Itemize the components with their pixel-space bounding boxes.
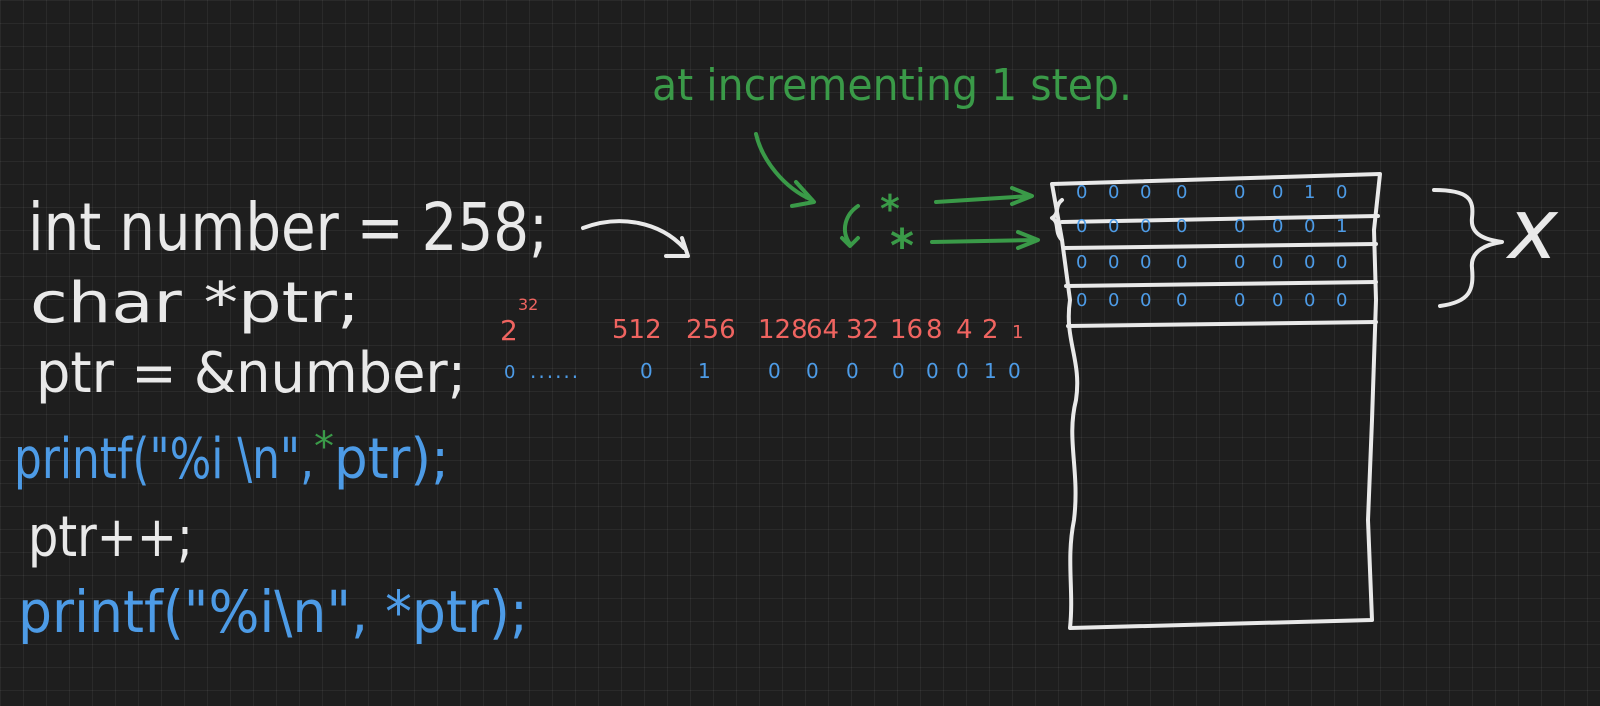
power-label: 512 xyxy=(612,315,662,345)
memory-bit: 0 xyxy=(1076,182,1087,203)
binary-bit: 0 xyxy=(768,359,781,383)
power-exponent: 32 xyxy=(518,295,538,314)
printf-1-prefix: printf("%i \n", xyxy=(14,427,314,492)
binary-bit: 0 xyxy=(956,359,969,383)
memory-bit: 0 xyxy=(1234,216,1245,237)
arrow-annotation-to-pointer xyxy=(754,132,816,208)
pointer-star-2: * xyxy=(890,219,914,273)
power-label: 32 xyxy=(846,315,879,345)
memory-bit: 0 xyxy=(1234,290,1245,311)
memory-outline xyxy=(1050,172,1382,630)
power-label: 256 xyxy=(686,315,736,345)
memory-bit: 0 xyxy=(1272,252,1283,273)
memory-bit: 0 xyxy=(1076,290,1087,311)
memory-bit: 0 xyxy=(1076,216,1087,237)
deref-star: * xyxy=(314,424,334,470)
pointer-arrow-1 xyxy=(934,194,1032,204)
memory-bit: 0 xyxy=(1336,182,1347,203)
memory-bit: 0 xyxy=(1304,252,1315,273)
code-line-ptr-increment: ptr++; xyxy=(28,505,193,570)
memory-bit: 0 xyxy=(1272,182,1283,203)
memory-bit: 1 xyxy=(1304,182,1315,203)
memory-bit: 0 xyxy=(1140,216,1151,237)
memory-bit: 0 xyxy=(1272,216,1283,237)
memory-bit: 0 xyxy=(1336,252,1347,273)
power-label: 2 xyxy=(982,315,999,345)
binary-bit: 0 xyxy=(846,359,859,383)
memory-bit: 0 xyxy=(1272,290,1283,311)
binary-leading-zero: 0 xyxy=(504,362,515,383)
binary-bit: 0 xyxy=(926,359,939,383)
memory-bit: 0 xyxy=(1108,182,1119,203)
memory-bit: 0 xyxy=(1176,182,1187,203)
pointer-indicator: * * xyxy=(840,186,1040,273)
code-line-printf-1: printf("%i \n",*ptr); xyxy=(14,424,449,492)
pointer-arrow-2 xyxy=(930,238,1038,244)
power-label: 64 xyxy=(806,315,839,345)
memory-bit: 0 xyxy=(1176,216,1187,237)
memory-bit-cells: 0 0 0 0 0 0 1 00 0 0 0 0 0 0 10 0 0 0 0 0 0 00 0 0 0 0 0 0 0 xyxy=(1076,182,1347,311)
memory-bit: 0 xyxy=(1304,216,1315,237)
power-base: 2 xyxy=(500,314,518,347)
code-line-ptr-assign: ptr = &number; xyxy=(36,341,466,406)
brace-label-x: x xyxy=(1505,180,1559,278)
binary-ellipsis: ...... xyxy=(530,359,580,383)
annotation-incrementing: at incrementing 1 step. xyxy=(652,60,1132,111)
memory-bit: 0 xyxy=(1140,290,1151,311)
binary-bit: 0 xyxy=(640,359,653,383)
binary-bit: 1 xyxy=(698,359,711,383)
memory-bit: 0 xyxy=(1140,252,1151,273)
memory-bit: 0 xyxy=(1108,290,1119,311)
power-label: 1 xyxy=(1012,322,1023,343)
binary-bit: 0 xyxy=(806,359,819,383)
code-line-printf-2: printf("%i\n", *ptr); xyxy=(18,578,528,646)
code-block: int number = 258; char *ptr; ptr = &numb… xyxy=(14,189,548,646)
memory-bit: 0 xyxy=(1304,290,1315,311)
memory-bit: 0 xyxy=(1336,290,1347,311)
printf-1-suffix: ptr); xyxy=(334,427,449,492)
brace-group: x xyxy=(1432,180,1559,308)
memory-bit: 0 xyxy=(1176,290,1187,311)
power-label: 8 xyxy=(926,315,943,345)
memory-bit: 0 xyxy=(1234,252,1245,273)
memory-bit: 0 xyxy=(1176,252,1187,273)
memory-block xyxy=(1050,172,1382,630)
power-label: 128 xyxy=(758,315,808,345)
power-label: 4 xyxy=(956,315,973,345)
arrow-to-binary xyxy=(581,219,690,258)
memory-bit: 1 xyxy=(1336,216,1347,237)
memory-bit: 0 xyxy=(1234,182,1245,203)
memory-bit: 0 xyxy=(1076,252,1087,273)
power-label: 16 xyxy=(890,315,923,345)
binary-bit: 1 xyxy=(984,359,997,383)
memory-bit: 0 xyxy=(1140,182,1151,203)
binary-bit: 0 xyxy=(1008,359,1021,383)
memory-bit: 0 xyxy=(1108,252,1119,273)
memory-bit: 0 xyxy=(1108,216,1119,237)
pointer-star-1: * xyxy=(880,187,900,231)
code-line-char-ptr: char *ptr; xyxy=(30,271,360,336)
code-line-int-number: int number = 258; xyxy=(28,189,548,266)
binary-bit: 0 xyxy=(892,359,905,383)
